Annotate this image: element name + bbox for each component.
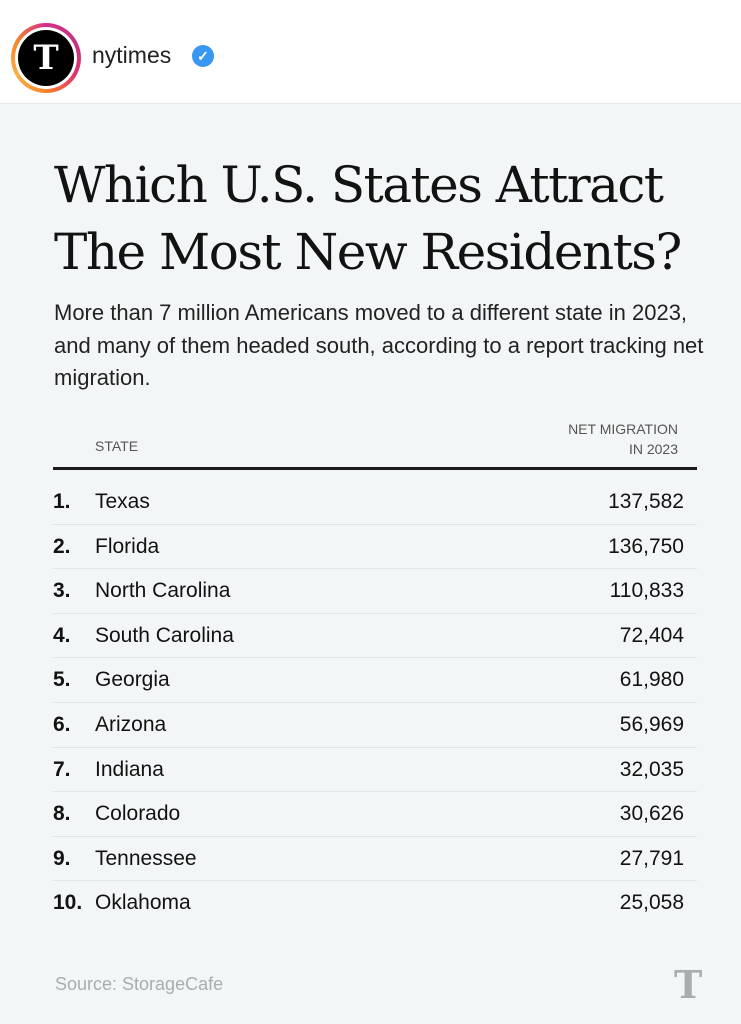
table-row: 7. Indiana 32,035 (53, 748, 697, 793)
table-row: 4. South Carolina 72,404 (53, 614, 697, 659)
state-name: South Carolina (95, 623, 234, 647)
state-name: Oklahoma (95, 891, 191, 915)
rank-number: 5. (53, 668, 71, 692)
table-row: 8. Colorado 30,626 (53, 792, 697, 837)
rank-number: 3. (53, 579, 71, 603)
table-row: 5. Georgia 61,980 (53, 658, 697, 703)
rank-number: 7. (53, 757, 71, 781)
net-migration-value: 25,058 (619, 891, 684, 915)
state-name: Indiana (95, 757, 164, 781)
net-migration-value: 27,791 (619, 846, 684, 870)
net-migration-value: 61,980 (619, 668, 684, 692)
rank-number: 4. (53, 623, 71, 647)
state-name: North Carolina (95, 579, 231, 603)
post-title: Which U.S. States Attract The Most New R… (54, 156, 682, 281)
verified-badge-icon: ✓ (192, 45, 214, 67)
table-row: 3. North Carolina 110,833 (53, 569, 697, 614)
rank-number: 9. (53, 846, 71, 870)
post-subtitle: More than 7 million Americans moved to a… (54, 300, 704, 390)
post-header: T nytimes ✓ (0, 0, 741, 104)
nyt-logo-icon: T (674, 962, 703, 1007)
table-body: 1. Texas 137,582 2. Florida 136,750 3. North Ca… (53, 480, 697, 926)
state-name: Colorado (95, 802, 181, 826)
rank-number: 2. (53, 534, 71, 558)
table-row: 6. Arizona 56,969 (53, 703, 697, 748)
column-header-state: STATE (95, 438, 139, 454)
rank-number: 10. (53, 891, 83, 915)
state-name: Arizona (95, 712, 167, 736)
nyt-logo-icon: T (18, 30, 74, 86)
net-migration-value: 32,035 (619, 757, 684, 781)
column-header-line2: IN 2023 (628, 441, 678, 457)
net-migration-value: 137,582 (608, 490, 684, 513)
net-migration-value: 56,969 (619, 712, 684, 736)
rank-number: 6. (53, 712, 71, 736)
table-row: 2. Florida 136,750 (53, 525, 697, 570)
avatar[interactable]: T (11, 23, 81, 93)
net-migration-value: 136,750 (608, 534, 684, 558)
column-header-line1: NET MIGRATION (568, 421, 678, 437)
rank-number: 8. (53, 802, 71, 826)
state-name: Florida (95, 534, 160, 558)
column-header-net-migration: NET MIGRATION IN 2023 (568, 419, 678, 459)
rank-number: 1. (53, 490, 71, 513)
table-row: 1. Texas 137,582 (53, 480, 697, 525)
table-row: 10. Oklahoma 25,058 (53, 881, 697, 926)
state-name: Texas (95, 490, 150, 513)
header-divider (53, 467, 697, 470)
avatar-border: T (15, 27, 77, 89)
net-migration-value: 110,833 (609, 579, 684, 603)
net-migration-value: 30,626 (619, 802, 684, 826)
state-name: Georgia (95, 668, 170, 692)
source-note: Source: StorageCafe (55, 974, 224, 994)
username-link[interactable]: nytimes (92, 42, 172, 68)
net-migration-value: 72,404 (619, 623, 684, 647)
table-row: 9. Tennessee 27,791 (53, 837, 697, 882)
state-name: Tennessee (95, 846, 197, 870)
